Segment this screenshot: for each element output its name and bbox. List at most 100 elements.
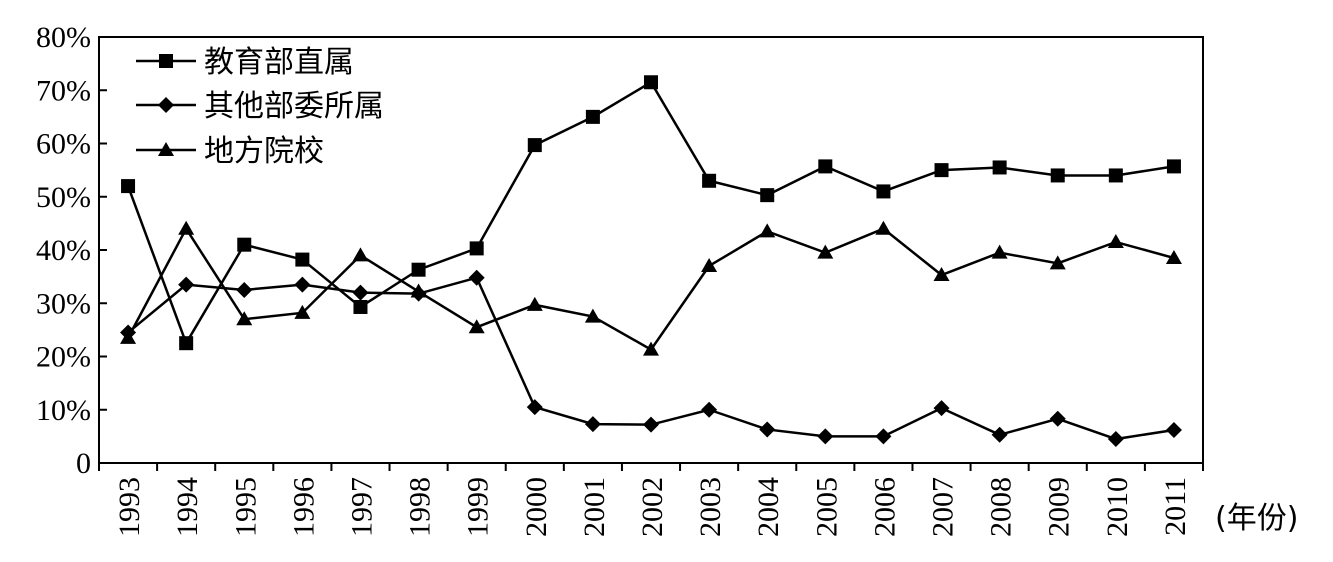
x-axis-unit-label: (年份)	[1215, 501, 1298, 536]
triangle-marker	[991, 244, 1008, 259]
diamond-marker	[294, 276, 311, 293]
x-tick-label: 2003	[694, 477, 727, 537]
square-marker	[353, 299, 368, 314]
triangle-marker	[294, 304, 311, 319]
x-axis: 1993 1994 1995 1996 1997 1998 1999 2000 2001 2002…	[98, 463, 1204, 537]
triangle-marker	[584, 308, 601, 323]
square-marker	[876, 184, 891, 199]
square-marker	[121, 179, 136, 194]
square-marker	[1166, 159, 1181, 174]
y-tick-label: 20%	[36, 341, 91, 374]
x-tick-label: 2002	[636, 477, 669, 537]
legend-item-0: 教育部直属	[136, 45, 354, 80]
diamond-marker	[468, 269, 485, 286]
y-tick-label: 60%	[36, 128, 91, 161]
triangle-marker	[178, 220, 195, 235]
triangle-marker	[1165, 249, 1182, 264]
x-tick-label: 2011	[1159, 477, 1192, 536]
square-marker	[159, 54, 173, 68]
triangle-marker	[817, 244, 834, 259]
y-tick-label: 50%	[36, 181, 91, 214]
square-marker	[818, 159, 833, 174]
y-tick-label: 40%	[36, 234, 91, 267]
y-tick-label: 70%	[36, 74, 91, 107]
triangle-marker	[933, 267, 950, 282]
diamond-marker	[158, 97, 174, 113]
y-axis: 0 10% 20% 30% 40% 50% 60% 70% 80%	[36, 21, 107, 480]
square-marker	[179, 336, 194, 351]
y-tick-label: 80%	[36, 21, 91, 54]
triangle-marker	[120, 329, 137, 344]
x-tick-label: 1998	[404, 477, 437, 537]
square-marker	[644, 75, 658, 90]
triangle-marker	[875, 220, 892, 235]
diamond-marker	[1165, 421, 1182, 438]
square-marker	[1050, 168, 1065, 183]
legend-item-1: 其他部委所属	[136, 89, 384, 124]
series-layer	[120, 75, 1182, 448]
diamond-marker	[584, 416, 601, 433]
series-line	[127, 276, 1175, 441]
square-marker	[295, 252, 310, 267]
x-tick-label: 2001	[578, 477, 611, 537]
triangle-marker	[643, 341, 659, 356]
legend-label: 教育部直属	[204, 45, 354, 80]
x-tick-label: 1995	[229, 477, 262, 537]
series-line	[126, 226, 1175, 352]
diamond-marker	[236, 281, 253, 298]
diamond-marker	[178, 276, 195, 293]
square-marker	[237, 237, 252, 252]
x-tick-label: 1994	[171, 477, 204, 537]
triangle-marker	[236, 311, 253, 326]
x-tick-label: 2004	[752, 477, 785, 537]
diamond-marker	[701, 401, 718, 418]
diamond-marker	[1049, 410, 1066, 427]
square-marker	[760, 188, 775, 203]
diamond-marker	[991, 426, 1008, 443]
y-tick-label: 30%	[36, 287, 91, 320]
square-marker	[702, 173, 717, 188]
triangle-marker	[410, 283, 427, 298]
diamond-marker	[875, 428, 892, 445]
triangle-marker	[701, 257, 718, 272]
x-tick-label: 1993	[113, 477, 146, 537]
diamond-marker	[817, 428, 834, 445]
diamond-marker	[643, 416, 659, 433]
triangle-marker	[1049, 255, 1066, 270]
square-marker	[469, 241, 484, 256]
series-0	[121, 75, 1181, 351]
x-tick-label: 2005	[810, 477, 843, 537]
series-1	[120, 269, 1182, 448]
y-tick-label: 10%	[36, 394, 91, 427]
legend-item-2: 地方院校	[136, 134, 324, 169]
triangle-marker	[526, 296, 543, 311]
x-tick-label: 2007	[927, 477, 960, 537]
square-marker	[527, 138, 542, 153]
x-tick-label: 2008	[985, 477, 1018, 537]
x-tick-label: 2010	[1101, 477, 1134, 537]
x-tick-label: 2006	[868, 477, 901, 537]
x-tick-label: 1999	[462, 477, 495, 537]
diamond-marker	[1107, 431, 1124, 448]
x-tick-label: 1997	[345, 477, 378, 537]
triangle-marker	[468, 319, 485, 334]
y-tick-label: 0	[76, 447, 91, 480]
square-marker	[992, 160, 1007, 175]
diamond-marker	[759, 421, 776, 438]
diamond-marker	[933, 400, 950, 417]
triangle-marker	[158, 142, 174, 156]
triangle-marker	[1107, 234, 1124, 249]
square-marker	[585, 109, 600, 124]
x-tick-label: 2009	[1043, 477, 1076, 537]
x-tick-label: 2000	[520, 477, 553, 537]
legend-label: 其他部委所属	[204, 89, 384, 124]
diamond-marker	[352, 284, 369, 301]
triangle-marker	[759, 223, 776, 238]
series-2	[120, 220, 1182, 356]
diamond-marker	[526, 399, 543, 416]
triangle-marker	[352, 247, 369, 262]
square-marker	[1108, 168, 1123, 183]
legend-label: 地方院校	[204, 134, 324, 169]
